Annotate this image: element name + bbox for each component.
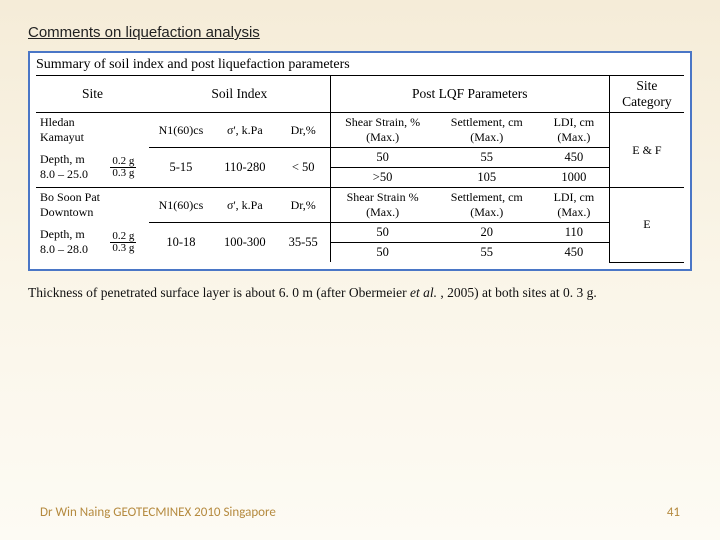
site1-sigma: 110-280	[213, 148, 277, 188]
cell-ldi-2: LDI, cm(Max.)	[539, 188, 609, 223]
site2-category: E	[609, 188, 684, 263]
site2-dr: 35-55	[277, 223, 330, 263]
site1-settle-b: 105	[435, 168, 539, 188]
site1-row-02g: Depth, m 8.0 – 25.0 0.2 g 0.3 g 5-15 110…	[36, 148, 684, 168]
depth-range-2: 8.0 – 28.0	[40, 242, 102, 257]
slide-footer: Dr Win Naing GEOTECMINEX 2010 Singapore …	[0, 505, 720, 520]
col-site: Site	[36, 76, 149, 113]
cell-settle-2: Settlement, cm(Max.)	[435, 188, 539, 223]
cell-ldi: LDI, cm(Max.)	[539, 113, 609, 148]
site1-name2: Kamayut	[40, 130, 145, 145]
thickness-caption: Thickness of penetrated surface layer is…	[28, 285, 692, 301]
slide-number: 41	[667, 505, 680, 520]
site2-n1: 10-18	[149, 223, 213, 263]
site1-settle-a: 55	[435, 148, 539, 168]
site2-shear-a: 50	[330, 223, 434, 243]
liquefaction-table: Site Soil Index Post LQF Parameters Site…	[36, 75, 684, 263]
cell-shear: Shear Strain, %(Max.)	[330, 113, 434, 148]
site2-subheader: Bo Soon Pat Downtown N1(60)cs σ', k.Pa D…	[36, 188, 684, 223]
site2-sigma: 100-300	[213, 223, 277, 263]
accel-fraction: 0.2 g 0.3 g	[110, 156, 136, 179]
col-site-cat: Site Category	[609, 76, 684, 113]
site2-ldi-a: 110	[539, 223, 609, 243]
site1-subheader: Hledan Kamayut N1(60)cs σ', k.Pa Dr,% Sh…	[36, 113, 684, 148]
accel-fraction-2: 0.2 g 0.3 g	[110, 231, 136, 254]
site2-name1: Bo Soon Pat	[40, 190, 145, 205]
site1-shear-a: 50	[330, 148, 434, 168]
cell-dr: Dr,%	[277, 113, 330, 148]
site1-name1: Hledan	[40, 115, 145, 130]
site1-shear-b: >50	[330, 168, 434, 188]
cell-n1: N1(60)cs	[149, 113, 213, 148]
col-post-lqf: Post LQF Parameters	[330, 76, 609, 113]
site2-row-02g: Depth, m 8.0 – 28.0 0.2 g 0.3 g 10-18 10…	[36, 223, 684, 243]
header-row: Site Soil Index Post LQF Parameters Site…	[36, 76, 684, 113]
cell-sigma: σ', k.Pa	[213, 113, 277, 148]
site1-n1: 5-15	[149, 148, 213, 188]
depth-range: 8.0 – 25.0	[40, 167, 102, 182]
table-caption: Summary of soil index and post liquefact…	[36, 57, 684, 73]
depth-label-2: Depth, m	[40, 227, 102, 242]
site1-dr: < 50	[277, 148, 330, 188]
cell-n1-2: N1(60)cs	[149, 188, 213, 223]
page-heading: Comments on liquefaction analysis	[28, 24, 692, 41]
depth-label: Depth, m	[40, 152, 102, 167]
site2-settle-b: 55	[435, 243, 539, 263]
footer-credit: Dr Win Naing GEOTECMINEX 2010 Singapore	[40, 505, 276, 520]
site2-settle-a: 20	[435, 223, 539, 243]
cell-dr-2: Dr,%	[277, 188, 330, 223]
site2-shear-b: 50	[330, 243, 434, 263]
cell-settle: Settlement, cm(Max.)	[435, 113, 539, 148]
site2-name2: Downtown	[40, 205, 145, 220]
col-soil-index: Soil Index	[149, 76, 330, 113]
site1-ldi-a: 450	[539, 148, 609, 168]
cell-shear-2: Shear Strain %(Max.)	[330, 188, 434, 223]
site1-ldi-b: 1000	[539, 168, 609, 188]
site2-ldi-b: 450	[539, 243, 609, 263]
site1-category: E & F	[609, 113, 684, 188]
table-container: Summary of soil index and post liquefact…	[28, 51, 692, 271]
cell-sigma-2: σ', k.Pa	[213, 188, 277, 223]
